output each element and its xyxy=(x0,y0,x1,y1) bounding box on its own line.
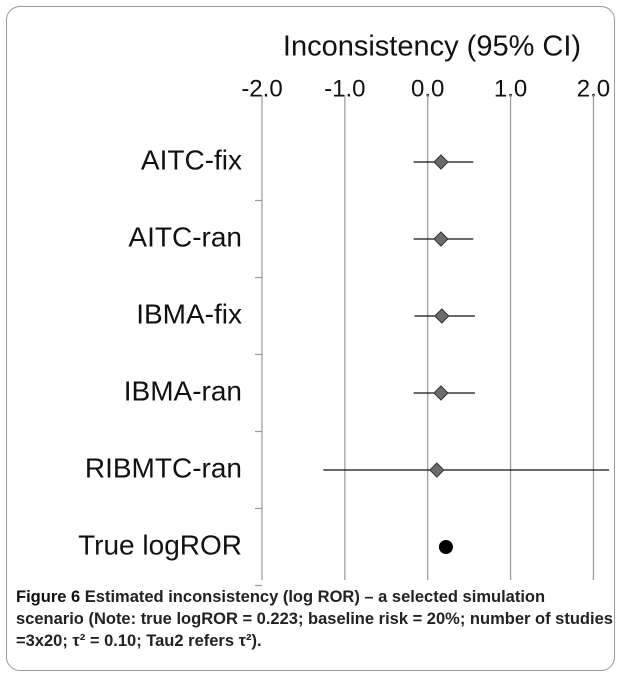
point-estimate xyxy=(433,385,449,401)
true-value xyxy=(438,540,453,554)
category-label: AITC-fix xyxy=(141,144,242,175)
x-tick-label: -2.0 xyxy=(241,75,282,102)
category-label: True logROR xyxy=(78,529,242,560)
caption: Figure 6 Estimated inconsistency (log RO… xyxy=(16,586,616,652)
category-label: IBMA-fix xyxy=(136,298,242,329)
point-estimate xyxy=(433,231,449,247)
point-estimate xyxy=(429,462,445,478)
category-label: RIBMTC-ran xyxy=(85,452,242,483)
point-estimate xyxy=(434,308,450,324)
point-estimate xyxy=(433,154,449,170)
figure-frame xyxy=(6,6,615,671)
category-label: AITC-ran xyxy=(128,221,242,252)
category-label: IBMA-ran xyxy=(124,375,242,406)
caption-label: Figure 6 xyxy=(16,588,81,606)
chart-title: Inconsistency (95% CI) xyxy=(283,31,581,63)
caption-text: Estimated inconsistency (log ROR) – a se… xyxy=(16,588,613,650)
